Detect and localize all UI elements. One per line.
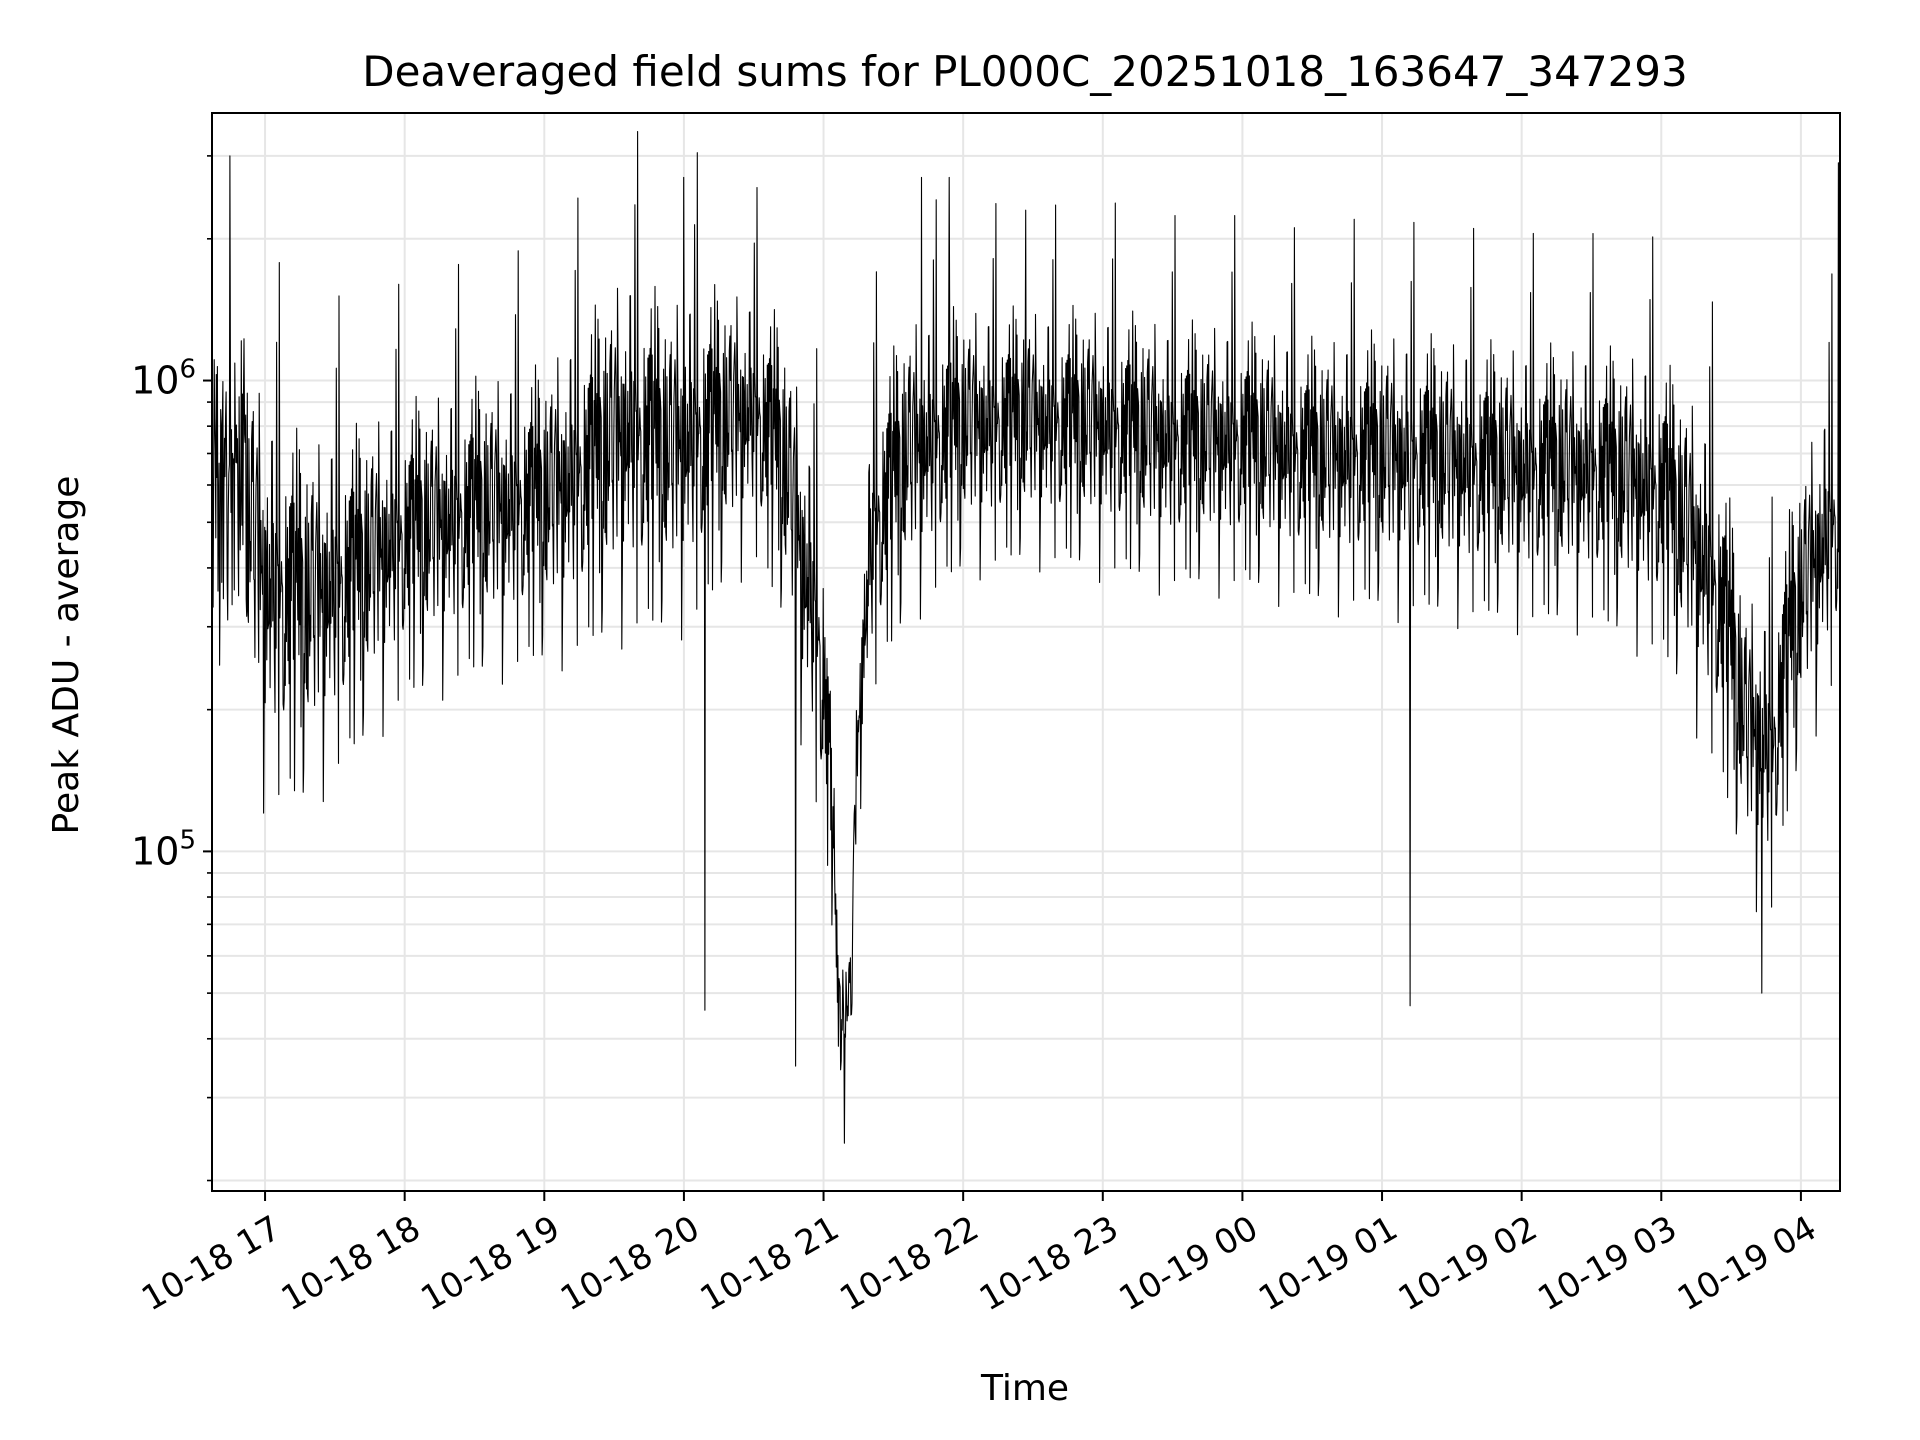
y-tick-exponent: 6 [179,355,196,385]
series-line [212,130,1840,1144]
chart-title: Deaveraged field sums for PL000C_2025101… [362,47,1688,96]
y-axis-label: Peak ADU - average [46,476,87,835]
y-axis: 105 106 [131,155,212,1182]
y-tick-label: 105 [131,825,196,873]
x-axis-label: Time [980,1368,1069,1409]
y-tick-exponent: 5 [179,825,196,855]
plot-area [212,130,1840,1144]
y-tick-label: 106 [131,355,196,403]
plot-frame [211,112,1841,1192]
